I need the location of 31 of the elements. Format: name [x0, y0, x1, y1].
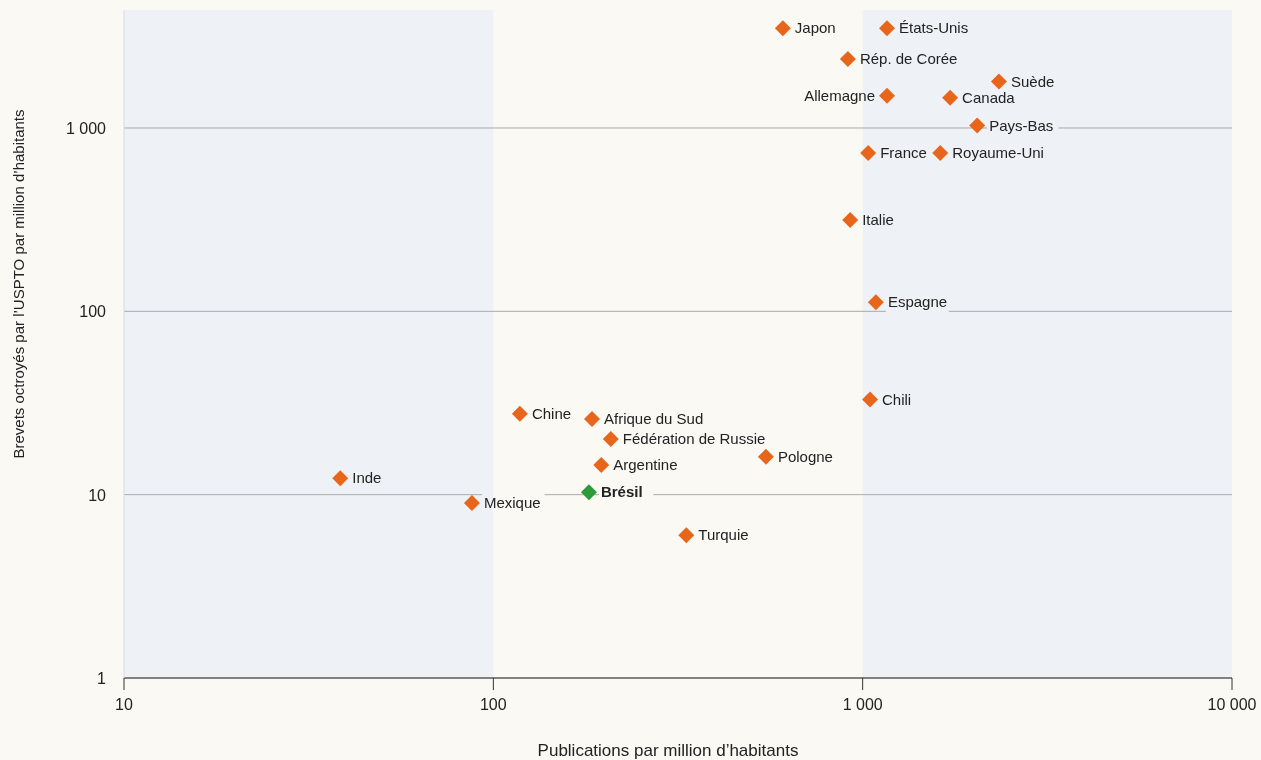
annotation: Espagne: [887, 293, 948, 311]
x-tick-label: 1 000: [842, 696, 883, 713]
annotation: Canada: [962, 88, 1016, 106]
annotation: Rép. de Corée: [859, 49, 958, 67]
annotation: Fédération de Russie: [622, 430, 766, 448]
annotation: Argentine: [613, 456, 678, 474]
annotation: Chili: [882, 390, 912, 408]
y-tick-label: 100: [79, 303, 107, 321]
annotation: Allemagne: [804, 86, 876, 104]
annotation: Chine: [531, 404, 572, 422]
annotation: Turquie: [698, 526, 749, 544]
y-tick-label: 1: [97, 670, 107, 687]
annotation: Suède: [1010, 72, 1055, 90]
annotation: Italie: [862, 210, 894, 228]
annotation: Pologne: [777, 447, 833, 465]
annotation: Pays-Bas: [989, 116, 1054, 134]
annotation: Japon: [794, 19, 836, 37]
annotation: France: [880, 144, 927, 162]
x-tick-label: 10: [115, 696, 133, 713]
x-tick-label: 10 000: [1207, 696, 1257, 713]
y-axis-title: Brevets octroyés par l’USPTO par million d’habitants: [10, 109, 27, 459]
annotation: Inde: [352, 469, 382, 487]
annotation: Mexique: [483, 494, 541, 512]
x-axis-title: Publications par million d’habitants: [537, 741, 799, 760]
y-tick-label: 1 000: [65, 119, 107, 137]
annotation: Royaume-Uni: [952, 144, 1044, 162]
annotation: États-Unis: [899, 19, 969, 37]
x-tick-label: 100: [479, 696, 507, 713]
y-tick-label: 10: [88, 486, 107, 504]
annotation: Brésil: [600, 483, 643, 501]
annotation: Afrique du Sud: [604, 409, 704, 427]
